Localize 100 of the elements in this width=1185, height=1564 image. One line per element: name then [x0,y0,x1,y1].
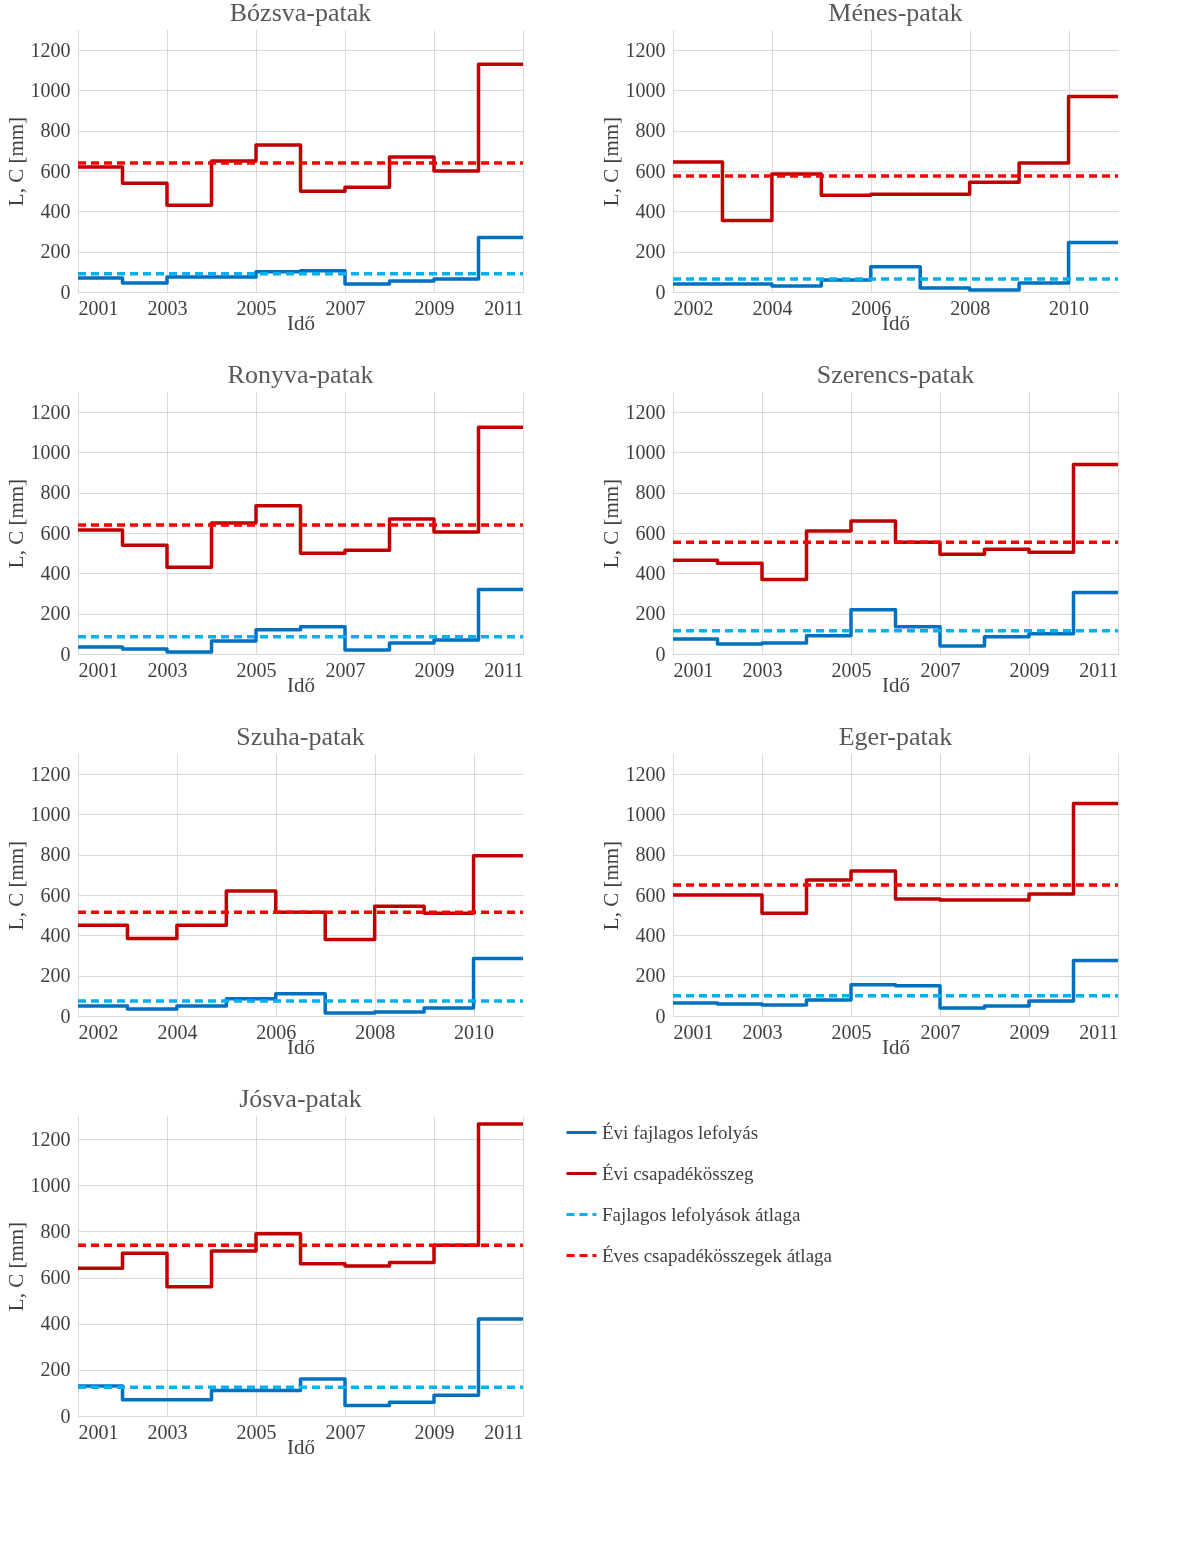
y-tick-label: 400 [40,923,71,946]
x-tick-label: 2002 [673,296,714,319]
y-tick-label: 800 [40,481,71,504]
legend-label: Fajlagos lefolyások átlaga [602,1203,801,1225]
y-tick-label: 1200 [625,38,666,61]
y-axis-title: L, C [mm] [598,478,623,569]
x-tick-label: 2004 [157,1020,198,1043]
y-tick-label: 400 [40,199,71,222]
y-tick-label: 1000 [30,440,71,463]
x-tick-label: 2004 [752,296,793,319]
x-tick-label: 2007 [920,658,961,681]
x-tick-label: 2009 [414,296,455,319]
y-tick-label: 400 [40,561,71,584]
y-tick-label: 600 [40,883,71,906]
x-tick-label: 2009 [1009,658,1050,681]
x-tick-label: 2011 [484,296,524,319]
y-tick-label: 200 [40,964,71,987]
x-tick-label: 2007 [325,658,366,681]
y-tick-label: 200 [40,1358,71,1381]
x-tick-label: 2001 [78,658,119,681]
y-tick-label: 600 [40,1266,71,1289]
y-axis-title: L, C [mm] [598,116,623,207]
y-tick-label: 1200 [30,400,71,423]
x-tick-label: 2011 [484,658,524,681]
x-tick-label: 2009 [414,1420,455,1443]
x-tick-label: 2008 [355,1020,396,1043]
y-tick-label: 800 [635,481,666,504]
y-axis-title: L, C [mm] [3,1221,28,1312]
legend-label: Éves csapadékösszegek átlaga [602,1244,833,1266]
chart-title: Bózsva-patak [229,0,372,27]
y-tick-label: 0 [655,642,666,665]
chart-title: Szerencs-patak [816,360,975,389]
x-tick-label: 2011 [1079,658,1119,681]
y-tick-label: 800 [40,843,71,866]
x-tick-label: 2007 [920,1020,961,1043]
chart-title: Jósva-patak [239,1084,362,1113]
x-tick-label: 2002 [78,1020,119,1043]
y-tick-label: 1200 [625,400,666,423]
y-axis-title: L, C [mm] [3,116,28,207]
y-tick-label: 800 [635,843,666,866]
legend-label: Évi csapadékösszeg [602,1162,754,1184]
x-tick-label: 2005 [236,658,277,681]
y-tick-label: 600 [635,883,666,906]
x-axis-title: Idő [882,1034,910,1059]
y-tick-label: 0 [60,642,71,665]
x-tick-label: 2003 [742,658,783,681]
x-tick-label: 2008 [950,296,991,319]
y-tick-label: 0 [655,280,666,303]
y-tick-label: 1000 [30,802,71,825]
y-tick-label: 400 [40,1312,71,1335]
y-tick-label: 1000 [30,78,71,101]
y-tick-label: 0 [60,1004,71,1027]
y-tick-label: 600 [40,159,71,182]
y-tick-label: 600 [635,521,666,544]
y-axis-title: L, C [mm] [598,840,623,931]
chart-title: Ronyva-patak [227,360,374,389]
x-tick-label: 2001 [78,1420,119,1443]
chart-title: Ménes-patak [828,0,963,27]
x-tick-label: 2007 [325,296,366,319]
x-axis-title: Idő [882,672,910,697]
x-tick-label: 2005 [831,658,872,681]
y-axis-title: L, C [mm] [3,840,28,931]
x-tick-label: 2007 [325,1420,366,1443]
x-tick-label: 2001 [673,658,714,681]
x-axis-title: Idő [287,310,315,335]
y-tick-label: 600 [40,521,71,544]
x-tick-label: 2005 [236,296,277,319]
y-tick-label: 200 [40,240,71,263]
y-tick-label: 1000 [30,1173,71,1196]
y-tick-label: 800 [635,119,666,142]
y-tick-label: 1200 [30,1127,71,1150]
y-tick-label: 1200 [30,38,71,61]
y-tick-label: 200 [635,240,666,263]
x-tick-label: 2003 [147,658,188,681]
y-tick-label: 1000 [625,440,666,463]
x-axis-title: Idő [287,1434,315,1459]
y-tick-label: 400 [635,923,666,946]
x-tick-label: 2003 [742,1020,783,1043]
chart-title: Szuha-patak [236,722,365,751]
y-tick-label: 800 [40,1219,71,1242]
y-tick-label: 200 [635,964,666,987]
x-axis-title: Idő [287,672,315,697]
y-tick-label: 1200 [625,762,666,785]
x-tick-label: 2003 [147,296,188,319]
x-tick-label: 2011 [484,1420,524,1443]
x-tick-label: 2005 [236,1420,277,1443]
y-tick-label: 200 [40,602,71,625]
x-tick-label: 2001 [673,1020,714,1043]
y-axis-title: L, C [mm] [3,478,28,569]
y-tick-label: 1000 [625,802,666,825]
y-tick-label: 0 [60,1404,71,1427]
y-tick-label: 1000 [625,78,666,101]
legend-label: Évi fajlagos lefolyás [602,1121,759,1143]
x-tick-label: 2010 [454,1020,495,1043]
x-tick-label: 2011 [1079,1020,1119,1043]
y-tick-label: 600 [635,159,666,182]
x-tick-label: 2005 [831,1020,872,1043]
x-tick-label: 2009 [414,658,455,681]
y-tick-label: 0 [60,280,71,303]
x-tick-label: 2001 [78,296,119,319]
